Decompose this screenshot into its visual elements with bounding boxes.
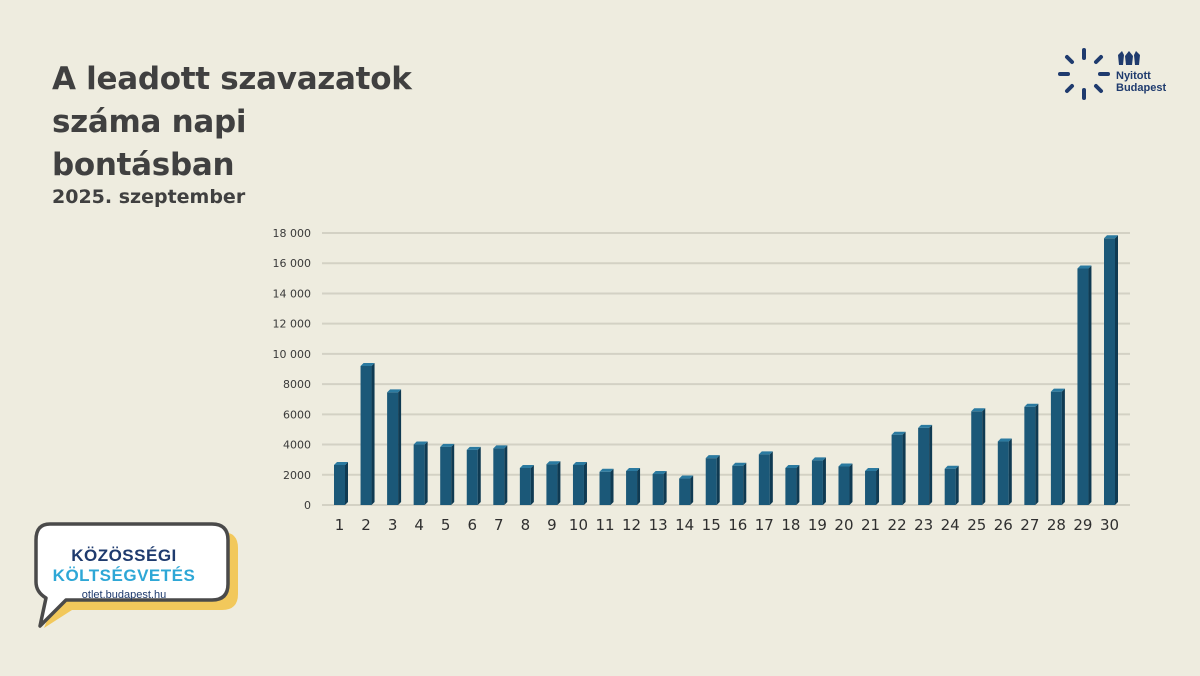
y-tick-label: 14 000 xyxy=(273,287,312,300)
bar xyxy=(865,468,880,505)
x-tick-label: 12 xyxy=(622,516,641,534)
x-tick-label: 10 xyxy=(569,516,588,534)
badge-line-1: KÖZÖSSÉGI xyxy=(71,546,177,565)
bar xyxy=(1050,388,1065,505)
bar xyxy=(1077,265,1092,505)
y-tick-label: 10 000 xyxy=(273,348,312,361)
chart-subtitle: 2025. szeptember xyxy=(52,186,246,208)
bar xyxy=(1104,235,1118,506)
bar xyxy=(971,408,986,505)
x-tick-label: 18 xyxy=(781,516,800,534)
badge-url: otlet.budapest.hu xyxy=(81,589,167,601)
y-tick-label: 4000 xyxy=(283,439,311,452)
bar xyxy=(466,446,481,505)
x-tick-label: 23 xyxy=(914,516,933,534)
bar xyxy=(838,463,853,505)
x-tick-label: 1 xyxy=(335,516,345,534)
x-tick-label: 6 xyxy=(467,516,477,534)
x-tick-label: 29 xyxy=(1073,516,1092,534)
y-tick-label: 18 000 xyxy=(273,227,312,240)
x-tick-label: 13 xyxy=(649,516,668,534)
x-tick-label: 27 xyxy=(1020,516,1039,534)
bar xyxy=(732,462,747,505)
title-line-2: száma napi xyxy=(52,104,247,140)
bar xyxy=(891,431,906,505)
bar xyxy=(546,461,561,505)
y-tick-label: 0 xyxy=(304,499,311,512)
y-tick-label: 16 000 xyxy=(273,257,312,270)
speech-bubble-icon xyxy=(34,522,238,628)
bar xyxy=(626,468,641,505)
kozossegi-koltsegvetes-badge: KÖZÖSSÉGI KÖLTSÉGVETÉS otlet.budapest.hu xyxy=(32,522,244,634)
x-tick-label: 11 xyxy=(595,516,614,534)
bar xyxy=(413,441,428,505)
y-tick-label: 6000 xyxy=(283,408,311,421)
x-tick-label: 14 xyxy=(675,516,694,534)
x-tick-label: 20 xyxy=(834,516,853,534)
x-tick-label: 15 xyxy=(702,516,721,534)
nyitott-budapest-logo: Nyitott Budapest xyxy=(1056,46,1166,102)
logo-line-2: Budapest xyxy=(1116,82,1167,94)
bar xyxy=(944,465,959,505)
chart-title: A leadott szavazatok száma napi bontásba… xyxy=(52,58,412,187)
bar xyxy=(599,468,614,505)
bar xyxy=(997,438,1012,505)
y-tick-label: 2000 xyxy=(283,469,311,482)
x-tick-label: 30 xyxy=(1100,516,1119,534)
title-line-3: bontásban xyxy=(52,147,235,183)
bar xyxy=(440,443,455,505)
bar xyxy=(519,464,534,505)
bar xyxy=(785,464,800,505)
bar xyxy=(652,471,667,505)
bar xyxy=(360,362,375,505)
bar xyxy=(679,475,694,505)
bar xyxy=(334,461,348,505)
x-tick-label: 17 xyxy=(755,516,774,534)
bar xyxy=(705,455,720,505)
x-axis-ticks: 1 2 3 4 5 6 7 8 9 10 11 12 13 14 15 16 17 18 19 20 21 22 23 24 2… xyxy=(335,516,1119,534)
x-tick-label: 19 xyxy=(808,516,827,534)
x-tick-label: 2 xyxy=(361,516,371,534)
bar xyxy=(572,461,587,505)
x-tick-label: 8 xyxy=(521,516,531,534)
logo-line-1: Nyitott xyxy=(1116,70,1151,82)
y-tick-label: 12 000 xyxy=(273,318,312,331)
title-line-1: A leadott szavazatok xyxy=(52,61,412,97)
x-tick-label: 9 xyxy=(547,516,557,534)
crest-icon xyxy=(1118,51,1140,65)
x-tick-label: 25 xyxy=(967,516,986,534)
bar xyxy=(758,451,773,505)
bar xyxy=(918,424,933,505)
bar xyxy=(493,445,508,505)
x-tick-label: 22 xyxy=(888,516,907,534)
x-tick-label: 4 xyxy=(414,516,424,534)
bar xyxy=(811,457,826,505)
x-tick-label: 28 xyxy=(1047,516,1066,534)
badge-line-2: KÖLTSÉGVETÉS xyxy=(52,566,196,585)
bar xyxy=(387,389,402,505)
x-tick-label: 26 xyxy=(994,516,1013,534)
bar xyxy=(1024,403,1039,505)
y-tick-label: 8000 xyxy=(283,378,311,391)
burst-icon xyxy=(1058,48,1110,100)
x-tick-label: 7 xyxy=(494,516,504,534)
bars xyxy=(334,235,1118,506)
x-tick-label: 5 xyxy=(441,516,451,534)
x-tick-label: 16 xyxy=(728,516,747,534)
x-tick-label: 24 xyxy=(941,516,960,534)
x-tick-label: 3 xyxy=(388,516,398,534)
y-axis-ticks: 0 2000 4000 6000 8000 10 000 12 000 14 000 16 00… xyxy=(273,227,312,512)
x-tick-label: 21 xyxy=(861,516,880,534)
grid-lines xyxy=(322,232,1130,506)
